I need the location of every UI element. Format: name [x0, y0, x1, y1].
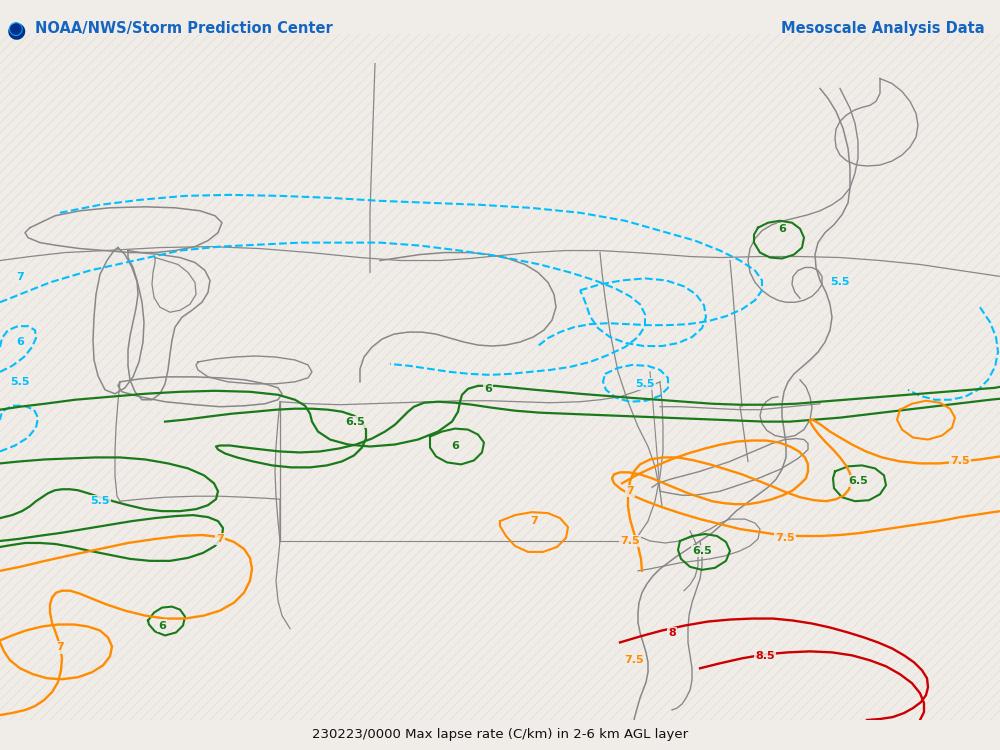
Text: 230223/0000 Max lapse rate (C/km) in 2-6 km AGL layer: 230223/0000 Max lapse rate (C/km) in 2-6… — [312, 728, 688, 741]
Text: 7: 7 — [530, 516, 538, 526]
Text: 7: 7 — [56, 643, 64, 652]
Text: 7.5: 7.5 — [775, 533, 795, 543]
Text: 7: 7 — [626, 486, 634, 496]
Text: Mesoscale Analysis Data: Mesoscale Analysis Data — [781, 21, 985, 36]
Text: 5.5: 5.5 — [10, 376, 30, 387]
Text: 6.5: 6.5 — [692, 546, 712, 556]
Text: ○: ○ — [7, 20, 23, 38]
Text: NOAA/NWS/Storm Prediction Center: NOAA/NWS/Storm Prediction Center — [35, 21, 333, 36]
Text: 7.5: 7.5 — [620, 536, 640, 546]
Text: 6.5: 6.5 — [345, 417, 365, 427]
Text: 7: 7 — [16, 272, 24, 283]
Text: 6: 6 — [484, 384, 492, 394]
Text: 7: 7 — [216, 534, 224, 544]
Text: 8.5: 8.5 — [755, 651, 775, 662]
Text: 6: 6 — [778, 224, 786, 234]
Text: 5.5: 5.5 — [830, 278, 850, 287]
Text: 6: 6 — [451, 442, 459, 452]
Text: 7.5: 7.5 — [624, 656, 644, 665]
Text: 6: 6 — [158, 620, 166, 631]
Text: 6: 6 — [16, 337, 24, 347]
Text: 7.5: 7.5 — [950, 457, 970, 466]
Text: 5.5: 5.5 — [90, 496, 110, 506]
Text: 6.5: 6.5 — [848, 476, 868, 486]
Text: 8: 8 — [668, 628, 676, 638]
Text: 5.5: 5.5 — [635, 379, 655, 388]
Text: ●: ● — [7, 20, 26, 40]
